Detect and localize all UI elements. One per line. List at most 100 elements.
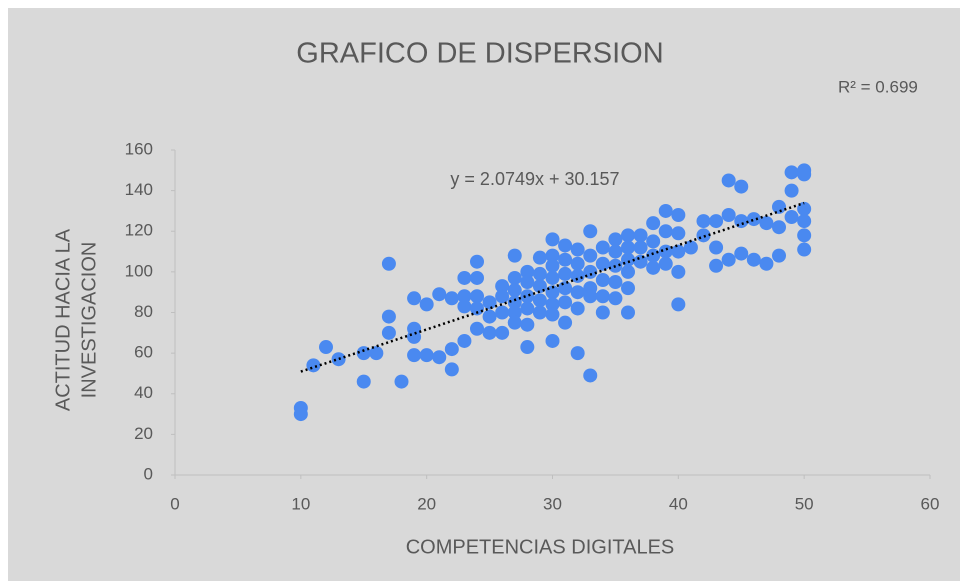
point bbox=[558, 315, 573, 330]
point bbox=[306, 358, 321, 373]
y-tick-label: 140 bbox=[125, 180, 153, 199]
point bbox=[658, 203, 673, 218]
point bbox=[646, 216, 661, 231]
point bbox=[507, 295, 522, 310]
point bbox=[595, 240, 610, 255]
point bbox=[470, 301, 484, 316]
point bbox=[457, 289, 472, 304]
point bbox=[570, 242, 585, 257]
point bbox=[621, 305, 635, 320]
point bbox=[444, 342, 459, 357]
point bbox=[532, 250, 547, 265]
y-tick-label: 20 bbox=[134, 424, 153, 443]
point bbox=[797, 242, 812, 257]
point bbox=[545, 297, 560, 312]
point bbox=[507, 305, 522, 320]
point bbox=[293, 407, 308, 422]
point bbox=[608, 232, 623, 247]
point bbox=[608, 244, 623, 259]
point bbox=[457, 270, 472, 285]
point bbox=[621, 240, 635, 255]
point bbox=[482, 309, 497, 324]
point bbox=[407, 291, 422, 306]
point bbox=[331, 352, 346, 367]
point bbox=[772, 199, 786, 214]
point bbox=[419, 348, 434, 363]
point bbox=[407, 348, 422, 363]
trendline-equation: y = 2.0749x + 30.157 bbox=[450, 169, 619, 189]
point bbox=[495, 325, 510, 340]
point bbox=[470, 289, 484, 304]
point bbox=[507, 270, 522, 285]
point bbox=[532, 266, 547, 281]
point bbox=[570, 268, 585, 283]
point bbox=[595, 256, 610, 271]
point bbox=[734, 246, 749, 261]
r-squared: R² = 0.699 bbox=[838, 77, 918, 96]
point bbox=[696, 214, 711, 229]
point bbox=[495, 289, 510, 304]
point bbox=[369, 346, 384, 361]
chart-background bbox=[8, 8, 960, 581]
point bbox=[583, 224, 598, 239]
point bbox=[734, 179, 749, 194]
point bbox=[482, 325, 497, 340]
point bbox=[696, 228, 711, 243]
y-tick-label: 80 bbox=[134, 302, 153, 321]
point bbox=[608, 275, 623, 290]
point bbox=[570, 256, 585, 271]
point bbox=[495, 305, 510, 320]
point bbox=[683, 240, 698, 255]
point bbox=[797, 167, 812, 182]
y-tick-label: 160 bbox=[125, 139, 153, 158]
point bbox=[658, 244, 673, 259]
point bbox=[671, 244, 686, 259]
point bbox=[621, 264, 635, 279]
point bbox=[470, 270, 484, 285]
point bbox=[507, 248, 522, 263]
point bbox=[558, 266, 573, 281]
point bbox=[570, 346, 585, 361]
point bbox=[746, 212, 761, 227]
point bbox=[545, 258, 560, 273]
point bbox=[520, 301, 535, 316]
point bbox=[671, 264, 686, 279]
point bbox=[381, 325, 396, 340]
point bbox=[545, 232, 560, 247]
point bbox=[784, 183, 799, 198]
point bbox=[671, 208, 686, 222]
point bbox=[759, 216, 774, 231]
point bbox=[520, 317, 535, 332]
point bbox=[721, 208, 736, 222]
point bbox=[658, 224, 673, 239]
point bbox=[520, 289, 535, 304]
x-tick-label: 60 bbox=[921, 494, 940, 513]
point bbox=[520, 275, 535, 290]
point bbox=[545, 307, 560, 322]
point bbox=[671, 297, 686, 312]
point bbox=[457, 333, 472, 348]
point bbox=[558, 238, 573, 253]
y-axis-title: ACTITUD HACIA LA bbox=[52, 228, 74, 411]
point bbox=[482, 295, 497, 310]
chart-title: GRAFICO DE DISPERSION bbox=[296, 38, 663, 70]
point bbox=[457, 299, 472, 314]
point bbox=[621, 228, 635, 243]
point bbox=[558, 281, 573, 296]
point bbox=[797, 214, 812, 229]
point bbox=[709, 240, 724, 255]
point bbox=[419, 297, 434, 312]
point bbox=[381, 256, 396, 271]
point bbox=[432, 350, 447, 365]
x-axis-title: COMPETENCIAS DIGITALES bbox=[406, 536, 675, 558]
point bbox=[558, 252, 573, 267]
point bbox=[784, 165, 799, 180]
x-tick-label: 50 bbox=[795, 494, 814, 513]
point bbox=[583, 289, 598, 304]
y-tick-label: 120 bbox=[125, 221, 153, 240]
point bbox=[356, 346, 371, 361]
point bbox=[444, 362, 459, 377]
point bbox=[545, 333, 560, 348]
